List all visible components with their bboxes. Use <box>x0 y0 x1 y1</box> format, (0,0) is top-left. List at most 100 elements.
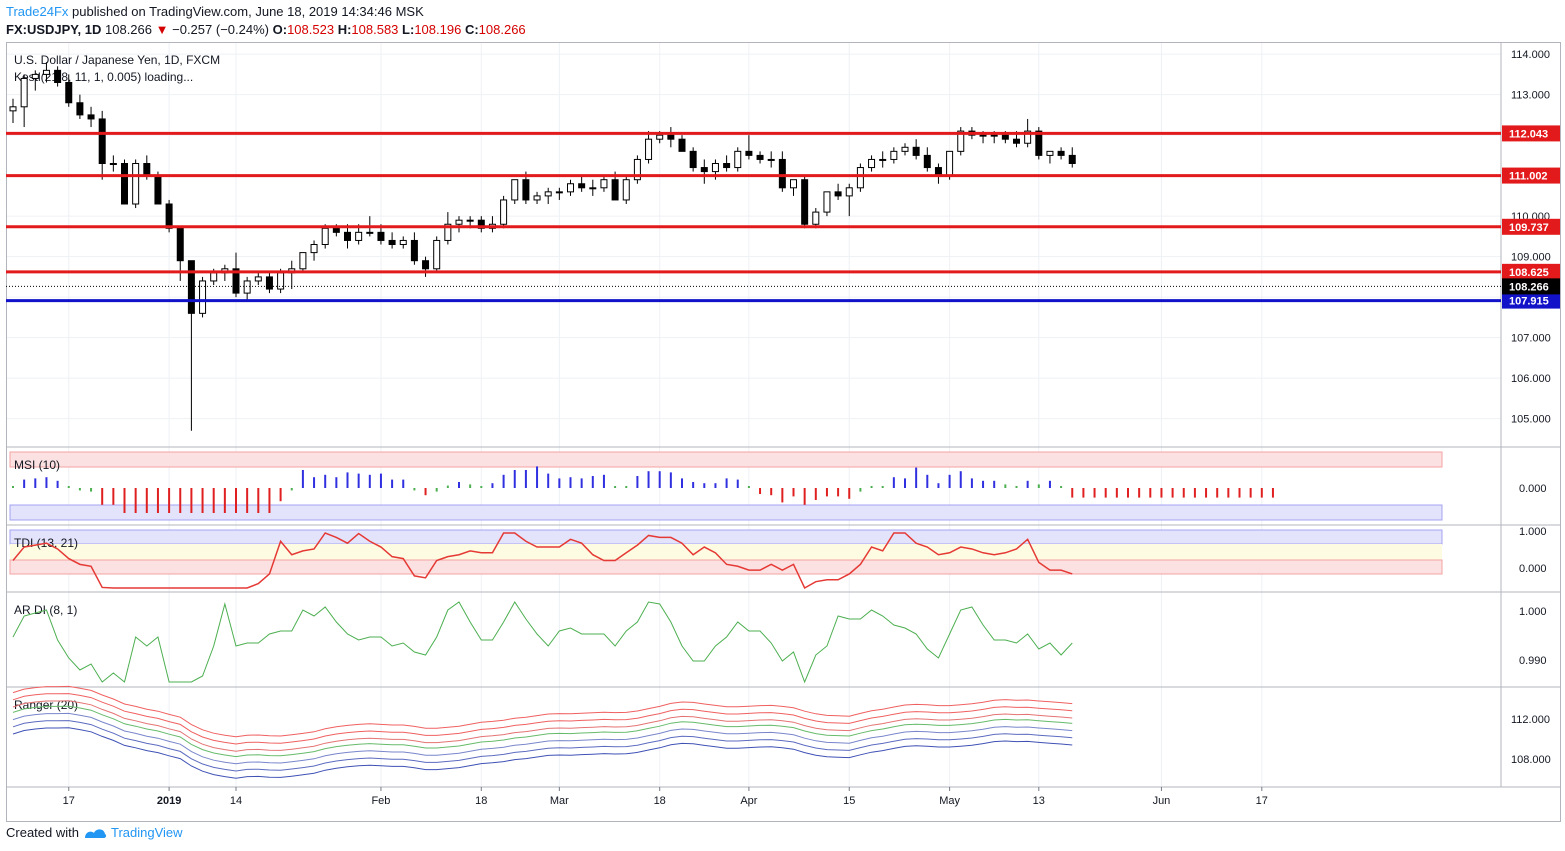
candle-body <box>667 134 675 140</box>
chart-border <box>6 42 1561 822</box>
candle-body <box>54 69 62 83</box>
candle-body <box>812 211 820 225</box>
ranger-line <box>12 727 1073 779</box>
ranger-y-tick: 112.000 <box>1511 714 1550 726</box>
candle-body <box>310 244 318 254</box>
y-tick-label: 113.000 <box>1511 90 1550 102</box>
level-price-label: 111.002 <box>1509 171 1548 183</box>
symbol-label: FX:USDJPY, 1D <box>6 22 102 37</box>
open-label: O: <box>272 22 288 37</box>
candle-body <box>98 118 106 164</box>
low-label: L: <box>402 22 415 37</box>
candle-body <box>533 195 541 201</box>
candle-body <box>723 163 731 169</box>
level-price-tag <box>1502 167 1560 184</box>
candle-body <box>1001 134 1009 140</box>
candle-body <box>957 130 965 152</box>
x-tick-label: Jun <box>1153 795 1171 807</box>
x-tick-label: 17 <box>63 795 75 807</box>
candle-body <box>332 227 340 233</box>
level-price-label: 109.737 <box>1509 222 1549 234</box>
x-tick-label: 13 <box>1033 795 1045 807</box>
ranger-y-tick: 108.000 <box>1511 754 1551 766</box>
tdi-lower-band <box>9 559 1443 575</box>
candle-body <box>65 82 73 104</box>
high-value: 108.583 <box>351 22 399 37</box>
ranger-line <box>12 700 1073 752</box>
candle-body <box>422 260 430 270</box>
candle-body <box>254 276 262 282</box>
candle-body <box>344 231 351 241</box>
y-tick-label: 107.000 <box>1511 333 1551 345</box>
candle-body <box>656 134 664 140</box>
chart-title-legend: U.S. Dollar / Japanese Yen, 1D, FXCM <box>14 53 220 67</box>
published-text: published on TradingView.com, June 18, 2… <box>72 4 424 19</box>
y-tick-label: 109.000 <box>1511 252 1551 264</box>
candle-body <box>199 280 207 314</box>
candle-body <box>500 199 508 225</box>
candle-body <box>299 252 307 270</box>
level-price-label: 108.625 <box>1509 267 1549 279</box>
candle-body <box>868 158 876 169</box>
candle-body <box>790 179 797 189</box>
candle-body <box>187 260 195 314</box>
level-price-label: 107.915 <box>1509 296 1549 308</box>
symbol-ohlc-line: FX:USDJPY, 1D 108.266 ▼ −0.257 (−0.24%) … <box>6 22 526 37</box>
candle-body <box>1013 138 1020 144</box>
candle-body <box>589 187 597 190</box>
candle-body <box>633 158 641 181</box>
x-tick-label: Apr <box>740 795 757 807</box>
candle-body <box>578 183 586 189</box>
candle-body <box>109 163 117 165</box>
candle-body <box>890 150 898 160</box>
ranger-line <box>12 693 1073 745</box>
candle-body <box>611 179 619 201</box>
open-value: 108.523 <box>287 22 335 37</box>
candle-body <box>678 138 686 152</box>
candle-body <box>979 134 987 137</box>
ranger-line <box>12 720 1073 772</box>
ranger-line <box>12 712 1073 765</box>
msi-y-tick: 0.000 <box>1519 483 1547 495</box>
candle-body <box>711 163 719 173</box>
candle-body <box>1046 150 1054 156</box>
candle-body <box>745 150 753 156</box>
candle-body <box>879 158 887 161</box>
y-tick-label: 106.000 <box>1511 373 1551 385</box>
candle-body <box>87 114 95 120</box>
candle-body <box>366 231 374 234</box>
chart-svg[interactable]: 114.000113.000112.000111.000110.000109.0… <box>6 42 1561 822</box>
candle-body <box>856 167 864 189</box>
candle-body <box>399 239 407 245</box>
msi-title: MSI (10) <box>14 458 60 472</box>
candle-body <box>801 179 809 225</box>
high-label: H: <box>337 22 352 37</box>
candle-body <box>9 106 17 112</box>
candle-body <box>388 239 396 245</box>
tradingview-brand[interactable]: TradingView <box>110 825 183 840</box>
ranger-title: Ranger (20) <box>14 698 78 712</box>
published-line: Trade24Fx published on TradingView.com, … <box>6 4 424 19</box>
level-price-tag <box>1502 263 1560 280</box>
candle-body <box>845 187 853 197</box>
candle-body <box>923 154 931 169</box>
chart-area[interactable]: 114.000113.000112.000111.000110.000109.0… <box>6 42 1561 822</box>
candle-body <box>778 158 786 189</box>
ranger-line <box>12 705 1073 758</box>
candle-body <box>165 203 173 229</box>
tdi-line <box>12 532 1073 590</box>
candle-body <box>734 150 742 169</box>
ardi-line <box>12 601 1073 684</box>
footer: Created with TradingView <box>6 825 183 840</box>
candle-body <box>834 191 842 197</box>
publisher-name[interactable]: Trade24Fx <box>6 4 69 19</box>
candle-body <box>823 191 831 213</box>
close-label: C: <box>464 22 479 37</box>
candle-body <box>76 102 84 116</box>
candle-body <box>377 231 385 241</box>
y-tick-label: 114.000 <box>1511 49 1550 61</box>
candle-body <box>767 158 775 161</box>
x-tick-label: 18 <box>654 795 666 807</box>
candle-body <box>555 191 563 194</box>
price-change: −0.257 (−0.24%) <box>172 22 269 37</box>
